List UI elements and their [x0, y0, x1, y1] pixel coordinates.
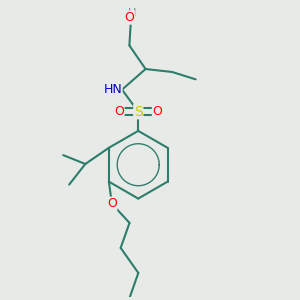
Text: H: H [128, 8, 136, 18]
Text: S: S [134, 105, 142, 119]
Text: HN: HN [103, 83, 122, 96]
Text: O: O [152, 105, 162, 118]
Text: O: O [124, 11, 134, 24]
Text: O: O [114, 105, 124, 118]
Text: O: O [107, 197, 117, 210]
